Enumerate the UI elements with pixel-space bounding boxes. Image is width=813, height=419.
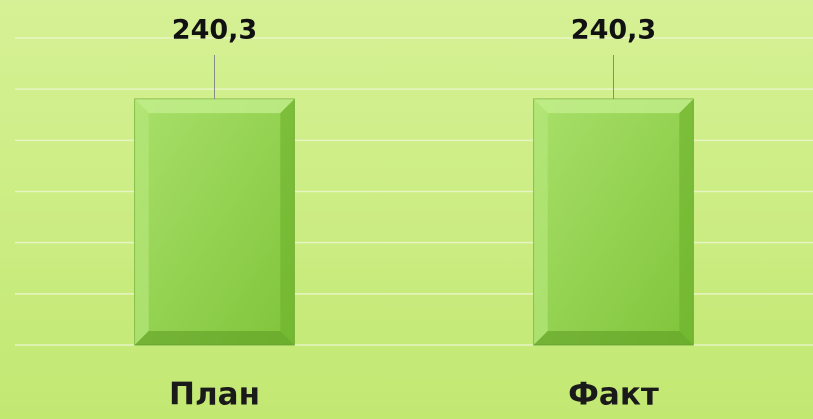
x-tick-label: План [169,377,260,413]
bar-bevel [533,99,694,114]
bar-bevel [134,331,295,345]
bar-bevel [280,99,295,345]
data-label: 240,3 [172,15,257,46]
bar-bevel [533,99,548,345]
x-tick-label: Факт [568,377,659,413]
bar-bevel [533,331,694,345]
bar-bevel [134,99,149,345]
bar-bevel [134,99,295,114]
bar [134,98,295,346]
bar [533,98,694,346]
data-label: 240,3 [571,15,656,46]
bar-bevel [679,99,694,345]
